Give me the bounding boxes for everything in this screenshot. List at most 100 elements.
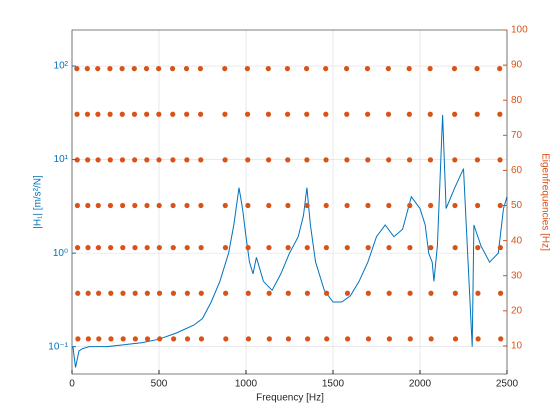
eigenfrequency-point — [131, 111, 138, 117]
eigenfrequency-point — [74, 245, 81, 251]
eigenfrequency-point — [156, 202, 162, 209]
eigenfrequency-point — [406, 66, 412, 72]
eigenfrequency-point — [324, 336, 330, 342]
eigenfrequency-point — [157, 336, 163, 342]
eigenfrequency-point — [407, 290, 413, 296]
eigenfrequency-point — [428, 202, 434, 209]
eigenfrequency-point — [107, 202, 114, 209]
eigenfrequency-point — [386, 336, 392, 342]
y2-tick-label: 40 — [511, 235, 523, 246]
eigenfrequency-point — [498, 336, 504, 342]
eigenfrequency-point — [452, 336, 459, 342]
eigenfrequency-point — [85, 202, 91, 209]
eigenfrequency-point — [304, 202, 310, 209]
eigenfrequency-point — [184, 290, 190, 296]
eigenfrequency-point — [144, 336, 151, 342]
eigenfrequency-point — [107, 66, 113, 72]
eigenfrequency-point — [95, 157, 101, 163]
x-tick-label: 500 — [151, 379, 168, 390]
y-axis-label: |H₁| [m/s²/N] — [33, 175, 44, 229]
eigenfrequency-point — [452, 202, 458, 209]
eigenfrequency-point — [144, 111, 150, 117]
eigenfrequency-point — [323, 290, 330, 296]
eigenfrequency-point — [171, 336, 177, 342]
eigenfrequency-point — [497, 111, 503, 117]
eigenfrequency-point — [265, 111, 272, 117]
eigenfrequency-point — [497, 202, 503, 209]
eigenfrequency-point — [452, 111, 458, 117]
eigenfrequency-point — [222, 245, 229, 251]
eigenfrequency-point — [119, 111, 125, 117]
eigenfrequency-point — [245, 157, 251, 163]
eigenfrequency-point — [265, 66, 271, 72]
y2-tick-label: 90 — [511, 60, 523, 71]
eigenfrequency-point — [323, 245, 329, 251]
eigenfrequency-point — [266, 290, 272, 296]
eigenfrequency-point — [452, 290, 458, 296]
frf-line — [72, 114, 508, 368]
eigenfrequency-point — [183, 66, 190, 72]
eigenfrequency-point — [407, 336, 413, 342]
eigenfrequency-point — [119, 66, 125, 72]
y2-tick-label: 100 — [511, 25, 528, 36]
eigenfrequency-point — [244, 66, 250, 72]
eigenfrequency-point — [323, 66, 329, 72]
eigenfrequency-point — [95, 66, 101, 72]
eigenfrequency-point — [344, 202, 350, 209]
eigenfrequency-point — [170, 245, 176, 251]
y2-tick-label: 50 — [511, 200, 523, 211]
eigenfrequency-point — [170, 157, 176, 163]
eigenfrequency-point — [452, 245, 458, 251]
eigenfrequency-point — [198, 157, 204, 163]
eigenfrequency-point — [169, 66, 176, 72]
eigenfrequency-point — [107, 157, 113, 163]
eigenfrequency-point — [184, 111, 190, 117]
eigenfrequency-point — [406, 157, 413, 163]
x-axis-label: Frequency [Hz] — [256, 393, 324, 404]
eigenfrequency-point — [365, 157, 371, 163]
eigenfrequency-point — [428, 245, 434, 251]
eigenfrequency-point — [475, 290, 481, 296]
eigenfrequency-point — [285, 245, 291, 251]
eigenfrequency-point — [184, 202, 190, 209]
eigenfrequency-point — [198, 245, 204, 251]
eigenfrequency-point — [474, 202, 481, 209]
eigenfrequency-point — [344, 111, 350, 117]
plot-frame — [71, 29, 508, 375]
eigenfrequency-point — [285, 202, 291, 209]
eigenfrequency-point — [304, 157, 310, 163]
eigenfrequency-point — [74, 111, 80, 117]
eigenfrequency-point — [284, 66, 291, 72]
eigenfrequency-point — [428, 290, 434, 296]
eigenfrequency-point — [75, 290, 81, 296]
eigenfrequency-point — [95, 245, 102, 251]
eigenfrequency-point — [75, 336, 81, 342]
x-tick-label: 2000 — [409, 379, 432, 390]
eigenfrequency-point — [344, 157, 350, 163]
eigenfrequency-point — [144, 157, 150, 163]
eigenfrequency-point — [323, 157, 329, 163]
eigenfrequency-point — [385, 111, 392, 117]
eigenfrequency-point — [74, 66, 80, 72]
eigenfrequency-point — [85, 290, 91, 296]
x-tick-label: 2500 — [496, 379, 519, 390]
eigenfrequency-point — [170, 111, 176, 117]
eigenfrequency-point — [284, 111, 291, 117]
eigenfrequency-point — [285, 336, 292, 342]
eigenfrequency-point — [344, 290, 351, 296]
eigenfrequency-point — [475, 336, 481, 342]
x-tick-label: 0 — [69, 379, 75, 390]
eigenfrequency-point — [156, 157, 162, 163]
eigenfrequency-point — [107, 111, 113, 117]
eigenfrequency-point — [427, 66, 433, 72]
eigenfrequency-point — [222, 202, 228, 209]
eigenfrequency-point — [365, 202, 371, 209]
eigenfrequency-point — [223, 290, 229, 296]
y2-tick-label: 20 — [511, 305, 523, 316]
eigenfrequency-point — [223, 336, 229, 342]
eigenfrequency-point — [95, 202, 101, 209]
eigenfrequency-point — [132, 290, 138, 296]
eigenfrequency-point — [156, 245, 162, 251]
